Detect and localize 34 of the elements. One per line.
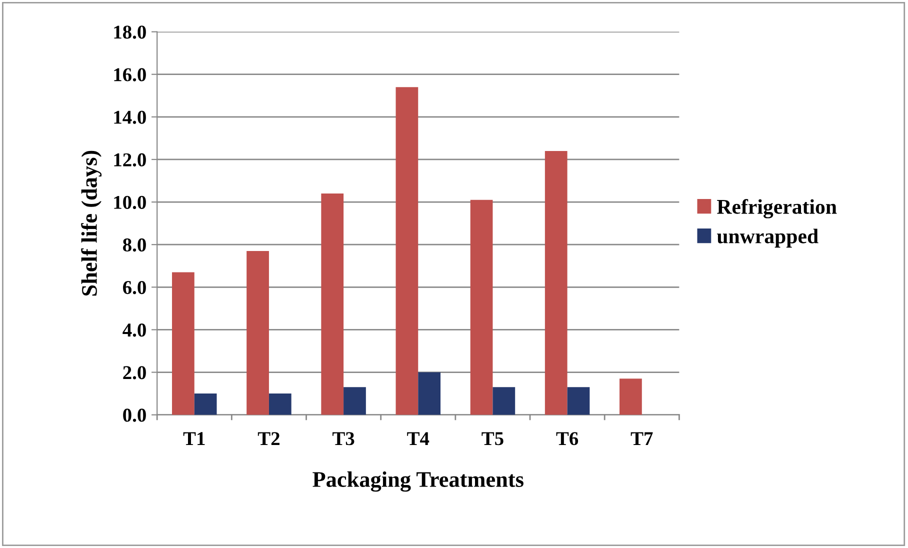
y-tick-label: 18.0 xyxy=(114,26,146,39)
y-tick-label: 12.0 xyxy=(114,153,146,166)
y-tick-label: 4.0 xyxy=(122,324,146,337)
bar xyxy=(396,87,418,415)
x-tick-label: T1 xyxy=(183,432,205,445)
y-tick-label: 8.0 xyxy=(123,238,146,252)
y-tick-label: 14.0 xyxy=(114,110,146,124)
legend-label: unwrapped xyxy=(717,228,818,248)
bar xyxy=(418,372,441,415)
x-tick-label: T7 xyxy=(630,432,653,445)
bar xyxy=(246,250,269,415)
y-tick-label: 10.0 xyxy=(114,196,146,210)
y-tick-label: 6.0 xyxy=(123,280,146,294)
bar xyxy=(544,150,568,415)
x-axis-title: Packaging Treatments xyxy=(312,471,524,492)
bar xyxy=(321,194,344,415)
bar xyxy=(268,394,292,415)
bar xyxy=(172,272,194,415)
x-tick-label: T2 xyxy=(258,432,280,445)
bar xyxy=(470,200,493,415)
y-tick-label: 0.0 xyxy=(123,408,146,422)
bar xyxy=(620,378,642,415)
bar xyxy=(492,387,516,415)
bar xyxy=(344,387,366,415)
x-tick-label: T5 xyxy=(482,432,504,446)
y-tick-label: 2.0 xyxy=(123,366,146,380)
x-tick-label: T3 xyxy=(332,432,354,446)
y-axis-title: Shelf life (days) xyxy=(81,150,102,296)
legend-label: Refrigeration xyxy=(717,199,837,218)
bar xyxy=(567,387,590,415)
y-tick-label: 16.0 xyxy=(114,68,146,82)
x-tick-label: T4 xyxy=(407,432,430,445)
x-tick-label: T6 xyxy=(556,432,578,446)
bar xyxy=(194,394,217,415)
